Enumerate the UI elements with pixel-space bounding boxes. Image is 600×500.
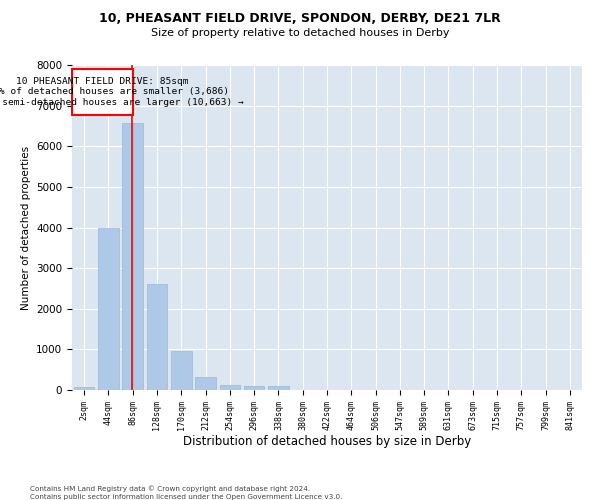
Bar [244, 386, 265, 390]
X-axis label: Distribution of detached houses by size in Derby: Distribution of detached houses by size … [183, 436, 471, 448]
Y-axis label: Number of detached properties: Number of detached properties [20, 146, 31, 310]
Bar [171, 351, 191, 390]
Bar [268, 386, 289, 390]
FancyBboxPatch shape [72, 69, 133, 114]
Bar [146, 284, 167, 390]
Text: Size of property relative to detached houses in Derby: Size of property relative to detached ho… [151, 28, 449, 38]
Bar [74, 387, 94, 390]
Bar [98, 228, 119, 390]
Text: 10 PHEASANT FIELD DRIVE: 85sqm
← 25% of detached houses are smaller (3,686)
74% : 10 PHEASANT FIELD DRIVE: 85sqm ← 25% of … [0, 77, 244, 106]
Bar [220, 385, 240, 390]
Bar [195, 378, 216, 390]
Text: Contains HM Land Registry data © Crown copyright and database right 2024.: Contains HM Land Registry data © Crown c… [30, 486, 310, 492]
Text: Contains public sector information licensed under the Open Government Licence v3: Contains public sector information licen… [30, 494, 343, 500]
Bar [122, 122, 143, 390]
Text: 10, PHEASANT FIELD DRIVE, SPONDON, DERBY, DE21 7LR: 10, PHEASANT FIELD DRIVE, SPONDON, DERBY… [99, 12, 501, 26]
